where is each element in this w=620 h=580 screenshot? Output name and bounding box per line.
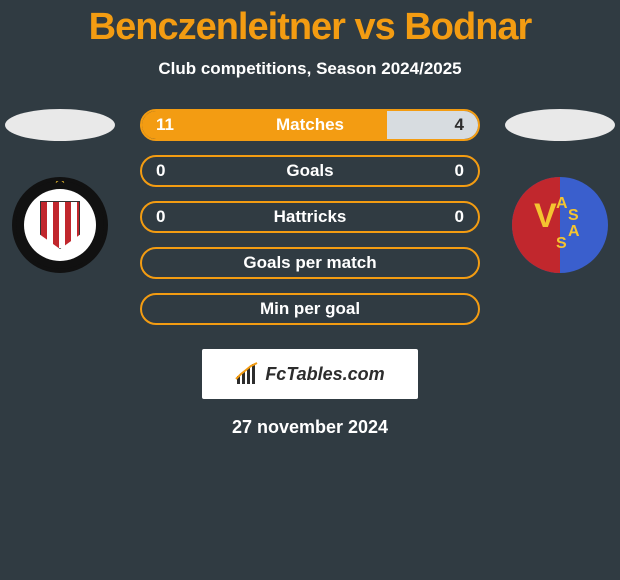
stat-row: Hattricks0 0 xyxy=(140,201,480,233)
left-player-photo-placeholder xyxy=(5,109,115,141)
bar-chart-icon xyxy=(235,362,259,386)
stat-value-right: 4 xyxy=(455,115,464,135)
comparison-panel: ★ V A S A S Matches114Goals00Hattricks00… xyxy=(0,109,620,438)
branding-badge: FcTables.com xyxy=(202,349,418,399)
stat-value-left: 11 xyxy=(156,115,174,135)
subtitle: Club competitions, Season 2024/2025 xyxy=(0,59,620,79)
stat-label: Goals xyxy=(142,161,478,181)
page-title: Benczenleitner vs Bodnar xyxy=(0,0,620,49)
right-player-photo-placeholder xyxy=(505,109,615,141)
stat-row: Goals0 0 xyxy=(140,155,480,187)
stat-row: Matches11 4 xyxy=(140,109,480,141)
stat-row: Min per goal xyxy=(140,293,480,325)
branding-text: FcTables.com xyxy=(265,364,384,385)
right-player-column: V A S A S xyxy=(500,109,620,273)
left-club-crest: ★ xyxy=(12,177,108,273)
stat-value-left: 0 xyxy=(156,161,165,181)
stat-rows: Matches114Goals00Hattricks00Goals per ma… xyxy=(140,109,480,325)
stat-label: Goals per match xyxy=(142,253,478,273)
stat-value-right: 0 xyxy=(455,207,464,227)
left-player-column: ★ xyxy=(0,109,120,273)
stat-label: Matches xyxy=(142,115,478,135)
stat-row: Goals per match xyxy=(140,247,480,279)
stat-label: Min per goal xyxy=(142,299,478,319)
star-icon: ★ xyxy=(52,177,68,188)
stat-value-left: 0 xyxy=(156,207,165,227)
date-text: 27 november 2024 xyxy=(0,417,620,438)
right-club-crest: V A S A S xyxy=(512,177,608,273)
stat-value-right: 0 xyxy=(455,161,464,181)
stat-label: Hattricks xyxy=(142,207,478,227)
